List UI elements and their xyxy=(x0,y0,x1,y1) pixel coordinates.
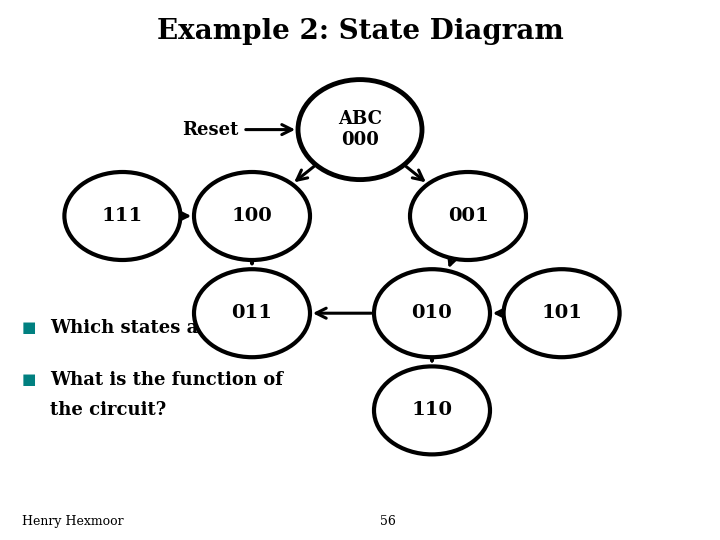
Text: Which states are used?: Which states are used? xyxy=(50,319,283,337)
Ellipse shape xyxy=(194,172,310,260)
Text: 010: 010 xyxy=(412,304,452,322)
Text: ■: ■ xyxy=(22,373,37,388)
Text: ■: ■ xyxy=(22,321,37,335)
Text: 001: 001 xyxy=(448,207,488,225)
Text: Henry Hexmoor: Henry Hexmoor xyxy=(22,515,124,528)
Ellipse shape xyxy=(503,269,620,357)
Text: 110: 110 xyxy=(412,401,452,420)
Text: Reset: Reset xyxy=(183,120,239,139)
Text: What is the function of: What is the function of xyxy=(50,371,283,389)
Ellipse shape xyxy=(64,172,181,260)
Text: 111: 111 xyxy=(102,207,143,225)
Text: 011: 011 xyxy=(232,304,272,322)
Text: Example 2: State Diagram: Example 2: State Diagram xyxy=(157,18,563,45)
Text: 56: 56 xyxy=(380,515,396,528)
Text: 101: 101 xyxy=(541,304,582,322)
Ellipse shape xyxy=(410,172,526,260)
Text: ABC
000: ABC 000 xyxy=(338,110,382,149)
Ellipse shape xyxy=(298,79,422,180)
Text: 100: 100 xyxy=(232,207,272,225)
Text: the circuit?: the circuit? xyxy=(50,401,166,419)
Ellipse shape xyxy=(374,269,490,357)
Ellipse shape xyxy=(194,269,310,357)
Ellipse shape xyxy=(374,367,490,454)
